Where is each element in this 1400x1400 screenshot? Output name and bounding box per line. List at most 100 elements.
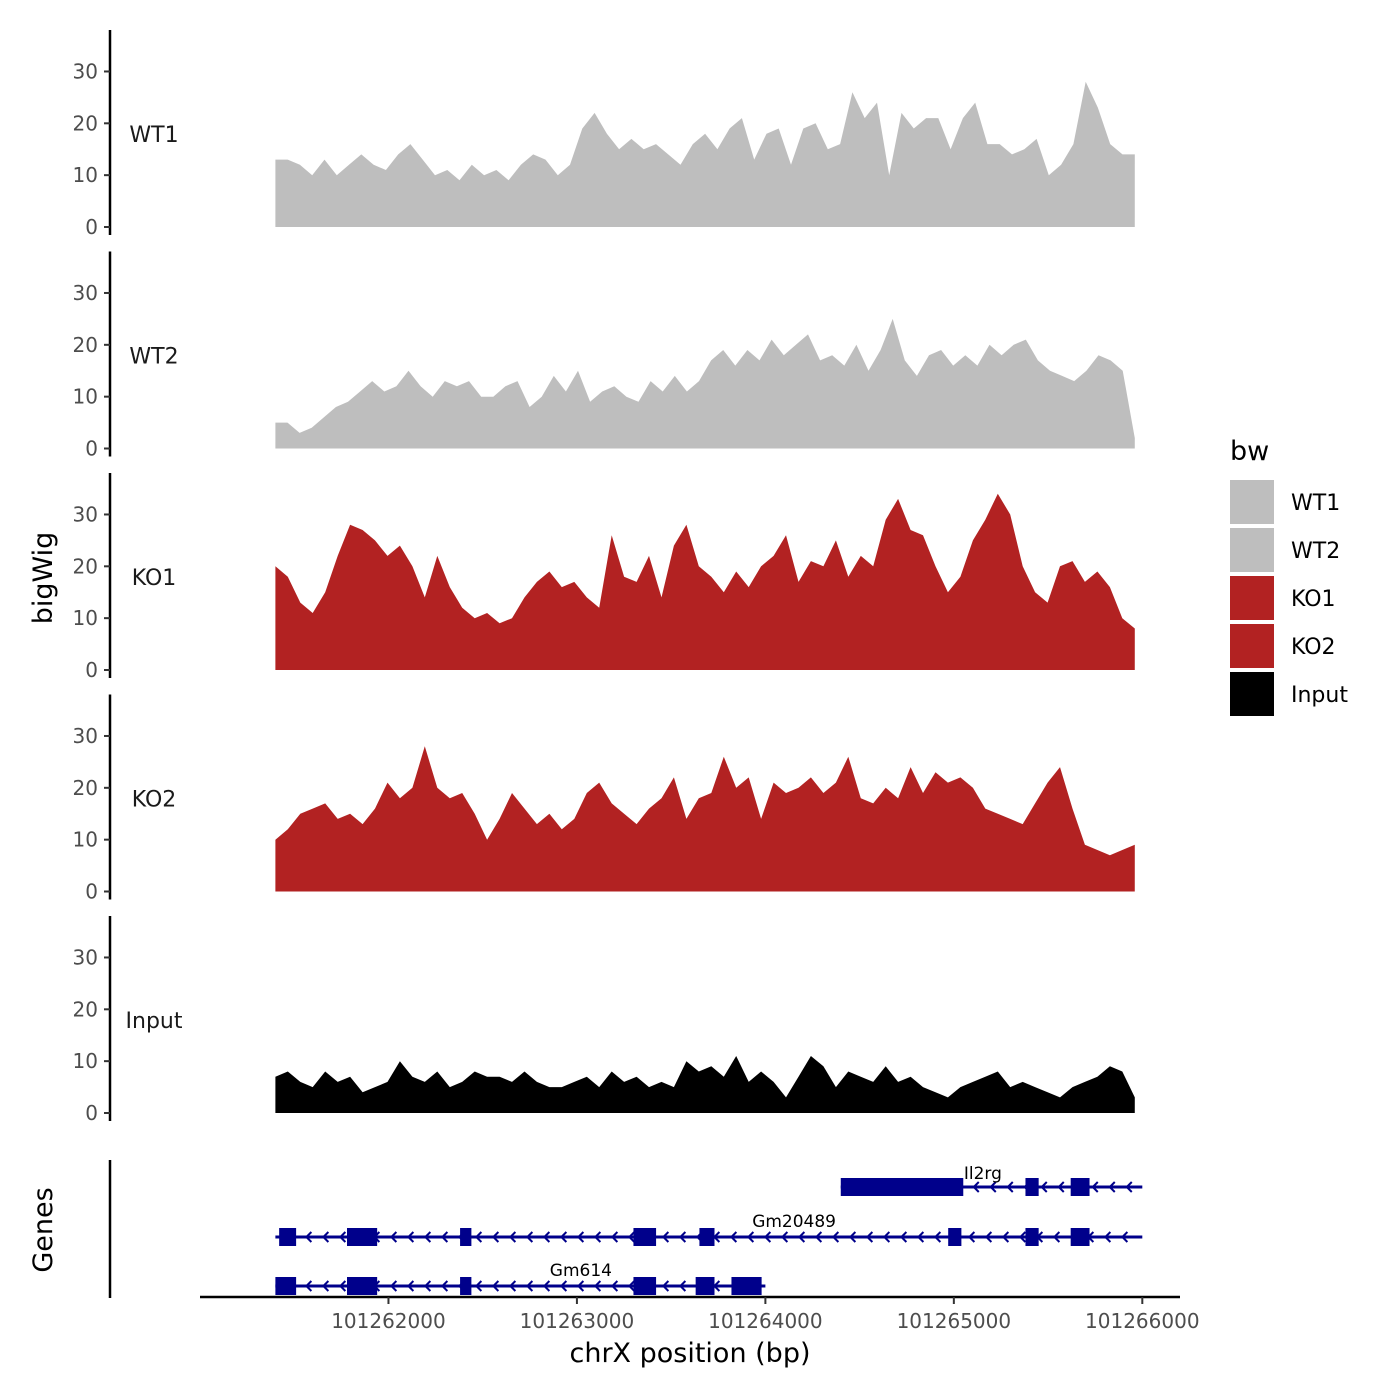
strand-arrow: [338, 1231, 347, 1243]
exon: [1025, 1178, 1039, 1196]
strand-arrow: [729, 1231, 738, 1243]
coverage-area-ko1: [275, 493, 1135, 670]
legend-title: bw: [1230, 436, 1269, 467]
strand-arrow: [576, 1280, 585, 1292]
strand-arrow: [440, 1231, 449, 1243]
track-input: 0 10 20 30 Input: [73, 916, 1135, 1125]
strand-arrow: [1001, 1231, 1010, 1243]
track-ko1: 0 10 20 30 KO1: [73, 473, 1135, 682]
strand-arrow: [474, 1231, 483, 1243]
x-tick-label: 101264000: [708, 1309, 823, 1333]
x-tick-label: 101266000: [1085, 1309, 1200, 1333]
strand-arrow: [967, 1231, 976, 1243]
exon: [1070, 1178, 1090, 1196]
exon: [275, 1277, 297, 1295]
strand-arrow: [423, 1231, 432, 1243]
genes-layer: Il2rg Gm20489 Gm614: [108, 1160, 1143, 1298]
strand-arrow: [304, 1280, 313, 1292]
legend-label: WT1: [1291, 491, 1340, 516]
strand-arrow: [321, 1280, 330, 1292]
y-tick-label: 30: [73, 724, 98, 748]
y-tick-label: 10: [73, 163, 98, 187]
strand-arrow: [1040, 1181, 1048, 1193]
legend-key-ko2: [1230, 624, 1274, 668]
y-tick-label: 0: [85, 215, 98, 239]
y-tick-label: 20: [73, 333, 98, 357]
strand-arrow: [933, 1231, 942, 1243]
legend-label: KO1: [1291, 587, 1336, 612]
y-tick-label: 20: [73, 776, 98, 800]
strand-arrow: [593, 1231, 602, 1243]
strand-arrow: [593, 1280, 602, 1292]
exon: [695, 1277, 715, 1295]
legend-key-wt2: [1230, 528, 1274, 572]
strand-arrow: [916, 1231, 925, 1243]
y-tick-label: 20: [73, 111, 98, 135]
strand-arrow: [525, 1280, 534, 1292]
strand-arrow: [797, 1231, 806, 1243]
strand-arrow: [814, 1231, 823, 1243]
strand-arrow: [1120, 1231, 1129, 1243]
legend-label: Input: [1291, 683, 1348, 708]
exon: [347, 1228, 378, 1246]
y-tick-label: 0: [85, 880, 98, 904]
strand-arrow: [984, 1231, 993, 1243]
strand-arrow: [491, 1280, 500, 1292]
strand-arrow: [508, 1231, 517, 1243]
exon: [460, 1277, 472, 1295]
strand-arrow: [972, 1181, 980, 1193]
gene-label: Gm614: [550, 1261, 612, 1281]
coverage-area-wt2: [275, 318, 1135, 449]
coverage-area-ko2: [275, 746, 1135, 892]
gene-gm20489: Gm20489: [275, 1212, 1143, 1246]
exon: [347, 1277, 378, 1295]
x-axis-title: chrX position (bp): [569, 1338, 810, 1369]
exon: [1070, 1228, 1090, 1246]
strand-arrow: [1006, 1181, 1014, 1193]
y-tick-label: 30: [73, 59, 98, 83]
strand-arrow: [989, 1181, 997, 1193]
strand-arrow: [389, 1280, 398, 1292]
track-ko2: 0 10 20 30 KO2: [73, 694, 1135, 904]
y-tick-label: 30: [73, 281, 98, 305]
strand-arrow: [491, 1231, 500, 1243]
strand-arrow: [1125, 1181, 1133, 1193]
x-tick-label: 101263000: [520, 1309, 635, 1333]
gene-il2rg: Il2rg: [840, 1164, 1143, 1196]
exon: [633, 1277, 657, 1295]
strand-arrow: [627, 1231, 636, 1243]
legend-key-input: [1230, 672, 1274, 716]
strand-arrow: [899, 1231, 908, 1243]
y-tick-label: 10: [73, 1049, 98, 1073]
y-tick-label: 0: [85, 658, 98, 682]
strand-arrow: [1108, 1181, 1116, 1193]
coverage-area-input: [275, 1056, 1135, 1113]
strand-arrow: [406, 1231, 415, 1243]
strand-arrow: [780, 1231, 789, 1243]
gene-label: Il2rg: [964, 1164, 1002, 1184]
strand-arrow: [746, 1231, 755, 1243]
strand-arrow: [474, 1280, 483, 1292]
strand-arrow: [763, 1231, 772, 1243]
x-tick-label: 101265000: [897, 1309, 1012, 1333]
strand-arrow: [440, 1280, 449, 1292]
strand-arrow: [831, 1231, 840, 1243]
legend-key-ko1: [1230, 576, 1274, 620]
exon: [699, 1228, 715, 1246]
legend-key-wt1: [1230, 480, 1274, 524]
strand-arrow: [508, 1280, 517, 1292]
gene-gm614: Gm614: [275, 1261, 766, 1295]
y-tick-label: 30: [73, 502, 98, 526]
strand-arrow: [304, 1231, 313, 1243]
track-label: WT2: [129, 345, 178, 370]
y-tick-label: 10: [73, 828, 98, 852]
legend-label: KO2: [1291, 635, 1336, 660]
strand-arrow: [610, 1280, 619, 1292]
strand-arrow: [1057, 1181, 1065, 1193]
strand-arrow: [576, 1231, 585, 1243]
strand-arrow: [423, 1280, 432, 1292]
exon: [460, 1228, 472, 1246]
track-label: Input: [126, 1009, 183, 1034]
y-tick-label: 0: [85, 437, 98, 461]
strand-arrow: [559, 1280, 568, 1292]
